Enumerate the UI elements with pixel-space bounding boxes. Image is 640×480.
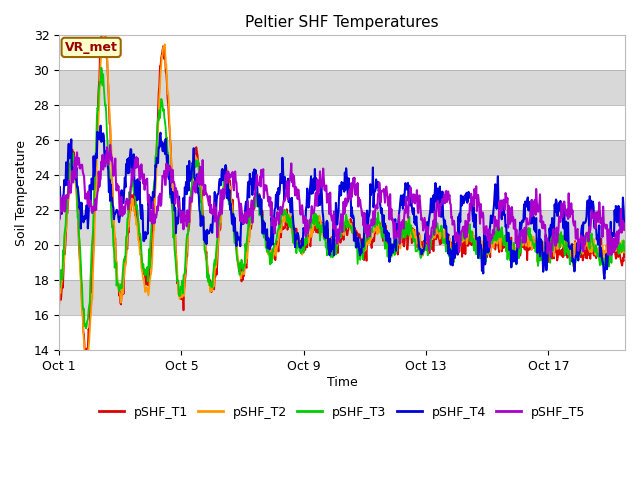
Line: pSHF_T4: pSHF_T4: [59, 126, 625, 279]
pSHF_T2: [381, 232, 389, 238]
pSHF_T4: [347, 187, 355, 192]
pSHF_T3: [55, 284, 63, 289]
pSHF_T5: [55, 193, 63, 199]
pSHF_T3: [621, 248, 628, 254]
pSHF_T5: [437, 202, 445, 208]
pSHF_T2: [109, 189, 116, 194]
Bar: [59, 140, 625, 175]
pSHF_T4: [308, 180, 316, 186]
Text: VR_met: VR_met: [65, 41, 118, 54]
pSHF_T2: [339, 224, 347, 229]
Bar: [59, 71, 625, 105]
pSHF_T4: [621, 220, 628, 226]
X-axis label: Time: Time: [326, 376, 357, 389]
pSHF_T5: [108, 155, 116, 160]
pSHF_T3: [309, 220, 317, 226]
pSHF_T1: [339, 231, 347, 237]
pSHF_T3: [381, 246, 389, 252]
pSHF_T4: [600, 276, 608, 282]
pSHF_T3: [82, 325, 90, 331]
pSHF_T1: [309, 229, 317, 235]
pSHF_T3: [109, 223, 116, 229]
pSHF_T2: [348, 221, 355, 227]
pSHF_T5: [347, 197, 355, 203]
pSHF_T5: [547, 254, 555, 260]
pSHF_T3: [339, 228, 347, 234]
pSHF_T5: [308, 211, 316, 216]
pSHF_T3: [438, 223, 445, 228]
pSHF_T4: [97, 123, 104, 129]
pSHF_T2: [438, 233, 445, 239]
pSHF_T1: [381, 232, 389, 238]
Legend: pSHF_T1, pSHF_T2, pSHF_T3, pSHF_T4, pSHF_T5: pSHF_T1, pSHF_T2, pSHF_T3, pSHF_T4, pSHF…: [94, 401, 590, 424]
pSHF_T2: [99, 27, 107, 33]
pSHF_T1: [621, 253, 628, 259]
Bar: [59, 210, 625, 245]
pSHF_T5: [106, 142, 114, 148]
pSHF_T5: [381, 193, 388, 199]
pSHF_T5: [339, 229, 346, 235]
Line: pSHF_T5: pSHF_T5: [59, 145, 625, 257]
pSHF_T2: [84, 360, 92, 366]
pSHF_T1: [109, 194, 116, 200]
pSHF_T1: [55, 300, 63, 306]
pSHF_T3: [348, 226, 355, 232]
pSHF_T1: [438, 228, 445, 234]
Title: Peltier SHF Temperatures: Peltier SHF Temperatures: [245, 15, 439, 30]
pSHF_T4: [381, 230, 388, 236]
pSHF_T5: [621, 221, 628, 227]
pSHF_T2: [309, 228, 317, 234]
Line: pSHF_T2: pSHF_T2: [59, 30, 625, 363]
Bar: [59, 280, 625, 315]
pSHF_T2: [55, 303, 63, 309]
pSHF_T1: [100, 17, 108, 23]
pSHF_T1: [81, 355, 89, 360]
pSHF_T4: [108, 195, 116, 201]
pSHF_T4: [55, 217, 63, 223]
Line: pSHF_T1: pSHF_T1: [59, 20, 625, 358]
Y-axis label: Soil Temperature: Soil Temperature: [15, 140, 28, 246]
pSHF_T1: [348, 225, 355, 230]
pSHF_T4: [339, 186, 346, 192]
pSHF_T2: [621, 246, 628, 252]
pSHF_T4: [437, 214, 445, 220]
pSHF_T3: [97, 65, 105, 71]
Line: pSHF_T3: pSHF_T3: [59, 68, 625, 328]
